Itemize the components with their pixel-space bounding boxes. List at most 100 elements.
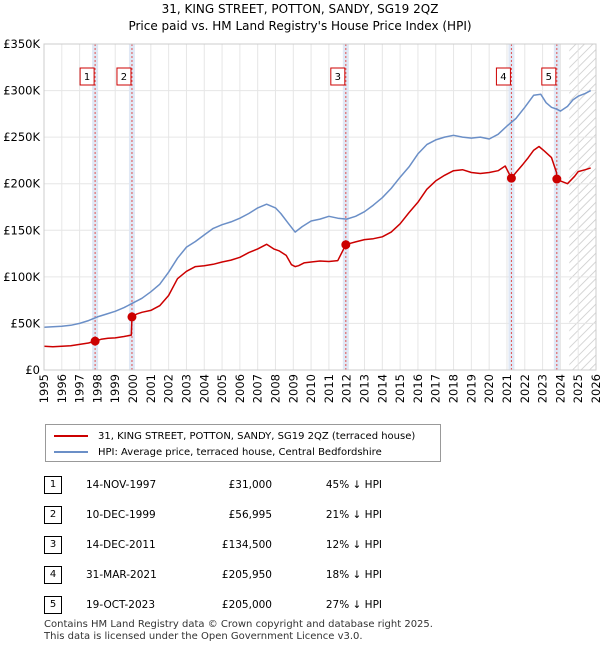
sale-date: 31-MAR-2021	[86, 569, 157, 581]
y-tick-label: £150K	[3, 223, 40, 237]
sale-index-badge: 2	[44, 506, 62, 524]
table-row: 1 14-NOV-1997 £31,000 45% ↓ HPI	[44, 470, 382, 500]
table-row: 3 14-DEC-2011 £134,500 12% ↓ HPI	[44, 530, 382, 560]
x-tick-label: 2003	[179, 374, 193, 403]
attribution-line-1: Contains HM Land Registry data © Crown c…	[44, 619, 433, 630]
y-tick-label: £50K	[11, 316, 41, 330]
y-tick-label: £200K	[3, 177, 40, 191]
x-tick-label: 2007	[251, 374, 265, 403]
hpi-line	[43, 89, 592, 328]
sale-band	[508, 44, 515, 370]
x-tick-label: 2006	[233, 374, 247, 403]
sale-hpi-diff: 21% ↓ HPI	[325, 509, 382, 521]
x-tick-label: 1996	[55, 374, 69, 403]
table-row: 5 19-OCT-2023 £205,000 27% ↓ HPI	[44, 590, 382, 620]
sale-hpi-diff: 27% ↓ HPI	[325, 599, 382, 611]
legend-item-property: 31, KING STREET, POTTON, SANDY, SG19 2QZ…	[54, 428, 415, 444]
sale-point	[506, 173, 516, 183]
sale-point	[90, 336, 100, 346]
sale-marker-box	[495, 67, 511, 86]
x-tick-label: 1999	[108, 374, 122, 403]
x-tick-label: 1997	[73, 374, 87, 403]
sale-marker-box	[79, 67, 95, 86]
sale-date: 14-NOV-1997	[86, 479, 157, 491]
forecast-region	[569, 44, 596, 370]
sale-point	[341, 240, 351, 250]
sale-band	[128, 44, 135, 370]
y-tick-label: £250K	[3, 130, 40, 144]
x-tick-label: 2000	[126, 374, 140, 403]
sale-band	[92, 44, 99, 370]
chart-title: 31, KING STREET, POTTON, SANDY, SG19 2QZ	[162, 2, 439, 16]
table-row: 4 31-MAR-2021 £205,950 18% ↓ HPI	[44, 560, 382, 590]
sale-hpi-diff: 45% ↓ HPI	[325, 479, 382, 491]
legend-label-property: 31, KING STREET, POTTON, SANDY, SG19 2QZ…	[98, 430, 416, 442]
x-tick-label: 2013	[358, 374, 372, 403]
sale-marker-label: 4	[500, 72, 506, 83]
x-tick-label: 2008	[268, 374, 282, 403]
x-tick-label: 1998	[90, 374, 104, 403]
sale-marker-label: 2	[121, 72, 127, 83]
y-tick-label: £0	[25, 363, 40, 377]
sale-price: £56,995	[228, 509, 272, 521]
y-tick-label: £300K	[3, 84, 40, 98]
sale-price: £205,950	[221, 569, 272, 581]
sale-index-badge: 4	[44, 566, 62, 584]
sales-table: 1 14-NOV-1997 £31,000 45% ↓ HPI 2 10-DEC…	[44, 470, 382, 620]
sale-point	[127, 312, 137, 322]
sale-date: 19-OCT-2023	[86, 599, 155, 611]
x-tick-label: 2019	[464, 374, 478, 403]
x-tick-label: 2018	[447, 374, 461, 403]
x-tick-label: 2011	[322, 374, 336, 403]
table-row: 2 10-DEC-1999 £56,995 21% ↓ HPI	[44, 500, 382, 530]
x-tick-label: 2002	[162, 374, 176, 403]
x-tick-label: 2026	[589, 374, 600, 403]
sale-marker-box	[116, 67, 132, 86]
sale-price: £205,000	[221, 599, 272, 611]
chart-subtitle: Price paid vs. HM Land Registry's House …	[128, 19, 471, 33]
x-tick-label: 2023	[536, 374, 550, 403]
x-tick-label: 2014	[375, 374, 389, 403]
x-tick-label: 2016	[411, 374, 425, 403]
legend-swatch-property	[54, 435, 88, 437]
legend-swatch-hpi	[54, 451, 88, 453]
legend-label-hpi: HPI: Average price, terraced house, Cent…	[98, 446, 382, 458]
x-tick-label: 1995	[37, 374, 51, 403]
x-tick-label: 2005	[215, 374, 229, 403]
y-tick-label: £350K	[3, 37, 40, 51]
sale-index-badge: 1	[44, 476, 62, 494]
sale-marker-label: 5	[546, 72, 552, 83]
x-tick-label: 2010	[304, 374, 318, 403]
chart-legend: 31, KING STREET, POTTON, SANDY, SG19 2QZ…	[45, 424, 441, 462]
sale-date: 10-DEC-1999	[86, 509, 156, 521]
price-chart: 31, KING STREET, POTTON, SANDY, SG19 2QZ…	[3, 2, 600, 403]
x-tick-label: 2012	[340, 374, 354, 403]
x-tick-label: 2025	[571, 374, 585, 403]
sale-band	[342, 44, 349, 370]
sale-price: £31,000	[228, 479, 272, 491]
sale-marker-box	[541, 67, 557, 86]
x-tick-label: 2001	[144, 374, 158, 403]
x-tick-label: 2015	[393, 374, 407, 403]
sale-marker-label: 1	[84, 72, 90, 83]
y-tick-label: £100K	[3, 270, 40, 284]
sale-index-badge: 5	[44, 596, 62, 614]
x-tick-label: 2017	[429, 374, 443, 403]
sale-point	[552, 174, 562, 184]
sale-index-badge: 3	[44, 536, 62, 554]
sale-date: 14-DEC-2011	[86, 539, 156, 551]
legend-item-hpi: HPI: Average price, terraced house, Cent…	[54, 444, 382, 460]
plot-frame	[43, 43, 597, 371]
sale-hpi-diff: 12% ↓ HPI	[325, 539, 382, 551]
attribution-footer: Contains HM Land Registry data © Crown c…	[44, 619, 433, 643]
sale-marker-label: 3	[335, 72, 341, 83]
x-tick-label: 2004	[197, 374, 211, 403]
attribution-line-2: This data is licensed under the Open Gov…	[44, 631, 363, 642]
sale-marker-box	[330, 67, 346, 86]
x-tick-label: 2020	[482, 374, 496, 403]
x-tick-label: 2024	[553, 374, 567, 403]
x-tick-label: 2022	[518, 374, 532, 403]
sale-price: £134,500	[221, 539, 272, 551]
sale-band	[553, 44, 560, 370]
x-tick-label: 2009	[286, 374, 300, 403]
